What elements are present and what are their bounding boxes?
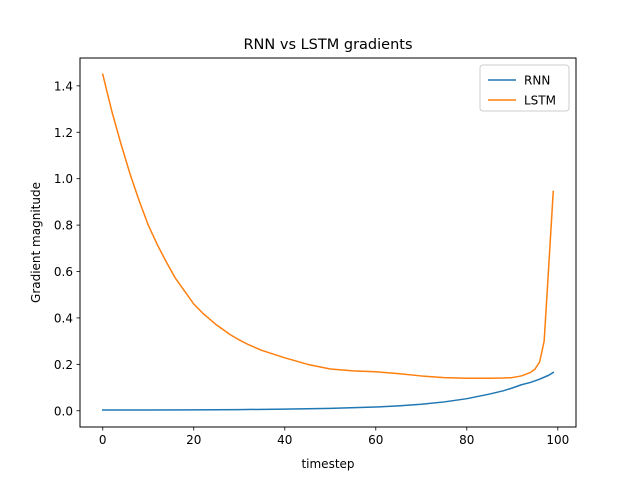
y-tick-label: 0.8	[54, 219, 73, 233]
x-tick-label: 80	[459, 433, 474, 447]
series-layer	[101, 73, 555, 411]
y-tick-label: 0.2	[54, 358, 73, 372]
x-tick-label: 20	[186, 433, 201, 447]
x-tick-label: 60	[368, 433, 383, 447]
y-axis-label: Gradient magnitude	[29, 182, 43, 303]
series-line-lstm	[101, 73, 555, 380]
legend-label-rnn: RNN	[524, 74, 550, 88]
plot-frame	[79, 57, 577, 428]
series-line-rnn	[102, 371, 555, 411]
y-tick-label: 1.0	[54, 172, 73, 186]
y-tick-label: 0.4	[54, 311, 73, 325]
x-axis-label: timestep	[301, 457, 354, 471]
chart-title: RNN vs LSTM gradients	[243, 37, 412, 53]
x-tick-label: 0	[99, 433, 107, 447]
y-tick-label: 1.4	[54, 79, 73, 93]
y-axis: 0.0 0.2 0.4 0.6 0.8 1.0 1.2 1.4	[54, 79, 80, 418]
y-tick-label: 0.0	[54, 404, 73, 418]
y-tick-label: 1.2	[54, 126, 73, 140]
legend: RNN LSTM	[479, 64, 570, 112]
y-tick-label: 0.6	[54, 265, 73, 279]
legend-label-lstm: LSTM	[524, 94, 556, 108]
x-tick-label: 40	[277, 433, 292, 447]
x-axis: 0 20 40 60 80 100	[99, 427, 569, 447]
x-tick-label: 100	[546, 433, 569, 447]
